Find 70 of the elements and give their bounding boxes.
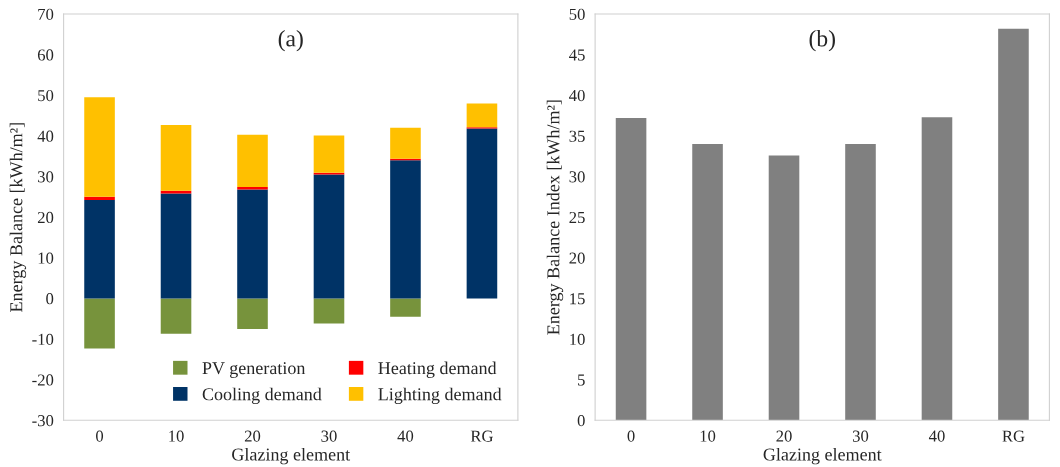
y-tick-label: 10 [38,252,54,264]
y-tick-label: 50 [569,8,585,20]
y-axis-title: Energy Balance [kWh/m²] [9,123,27,312]
x-tick-label: 0 [627,430,635,442]
y-tick-label: 20 [569,252,585,264]
bar [692,144,723,421]
bar [160,124,192,191]
y-tick-label: 15 [570,293,585,305]
x-tick-label: 10 [169,430,184,442]
bar [237,187,268,190]
bar [768,155,800,421]
x-tick-label: 40 [928,430,945,442]
y-tick-label: -30 [32,415,54,427]
y-tick-label: 30 [569,171,585,183]
bar [84,200,115,299]
y-tick-label: -20 [32,374,54,386]
y-tick-label: 0 [46,293,54,305]
bar [237,298,268,329]
text: (a) [278,29,303,52]
text: (b) [809,29,835,52]
x-tick-label: 20 [244,430,261,442]
bar [615,118,647,421]
y-tick-label: 50 [38,89,54,102]
bar [998,28,1029,421]
x-tick-label: RG [470,430,493,442]
legend-label: Lighting demand [378,387,502,405]
x-tick-label: 30 [321,430,337,442]
bar [84,298,115,349]
x-tick-label: RG [1002,430,1025,442]
bar [313,135,345,173]
bar [237,134,268,188]
y-axis-title: Energy Balance Index [kWh/m²] [546,100,564,335]
legend-label: Cooling demand [202,387,322,405]
bar [466,103,498,128]
bar [921,117,953,421]
bar [390,127,421,159]
y-tick-label: 70 [38,8,54,20]
y-tick-label: 10 [570,333,585,345]
bar [390,160,421,299]
y-tick-label: 40 [37,130,54,142]
bar [845,144,876,421]
y-tick-label: 0 [577,415,585,427]
y-tick-label: 45 [569,49,585,61]
bar [313,174,345,299]
x-tick-label: 30 [852,430,869,442]
x-axis-title: Glazing element [232,447,351,465]
y-tick-label: 35 [569,130,585,142]
bar [237,189,268,299]
y-tick-label: 20 [37,211,54,224]
y-tick-label: 60 [37,49,54,61]
x-axis-title: Glazing element [763,447,882,465]
legend-label: Heating demand [378,361,497,378]
bar [84,97,115,197]
bar [313,298,345,324]
y-tick-label: 25 [569,211,585,224]
bar [466,128,498,299]
x-tick-label: 20 [776,430,792,442]
y-tick-label: 30 [38,171,54,183]
y-tick-label: 5 [578,374,585,386]
bar [160,193,192,299]
y-tick-label: -10 [32,333,54,345]
bar [390,298,421,317]
x-tick-label: 40 [397,430,414,442]
bar [84,196,115,201]
x-tick-label: 0 [96,430,104,442]
bar [160,190,192,194]
x-tick-label: 10 [700,430,716,442]
legend-label: PV generation [202,362,306,378]
y-tick-label: 40 [569,89,585,102]
bar [160,298,192,334]
